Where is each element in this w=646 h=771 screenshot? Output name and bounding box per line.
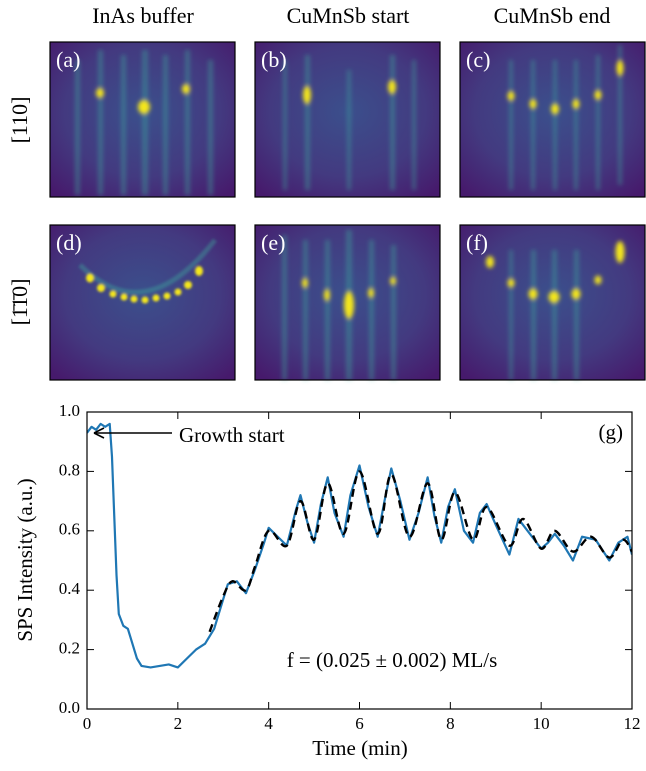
rheed-image: (a) — [49, 41, 236, 198]
axes-frame — [86, 411, 633, 710]
x-axis-label: Time (min) — [312, 736, 407, 760]
panel-label: (d) — [56, 230, 82, 255]
column-title: CuMnSb start — [287, 3, 410, 28]
panel-label: (c) — [466, 47, 490, 72]
rheed-image: (b) — [254, 41, 441, 198]
x-tick-label: 4 — [264, 714, 273, 733]
row-label: [110] — [7, 97, 32, 144]
panel-label: (a) — [56, 47, 80, 72]
data-line — [208, 470, 632, 633]
column-title: CuMnSb end — [494, 3, 611, 28]
annotation: Growth start — [179, 423, 285, 447]
rheed-image: (f) — [459, 224, 646, 381]
x-tick-label: 10 — [533, 714, 550, 733]
line-chart: 0 2 4 6 8 10 12 0.0 0.2 0.4 0.6 0.8 1.0 — [59, 401, 641, 733]
data-line — [87, 422, 632, 669]
y-tick-label: 0.8 — [59, 460, 80, 479]
x-tick-label: 6 — [355, 714, 364, 733]
rheed-image: (e) — [254, 224, 441, 381]
annotation: f = (0.025 ± 0.002) ML/s — [287, 648, 498, 672]
row-label: [1̄1̄0] — [7, 279, 32, 326]
y-tick-label: 0.6 — [59, 520, 80, 539]
x-tick-label: 0 — [83, 714, 92, 733]
column-title: InAs buffer — [92, 3, 194, 28]
x-tick-label: 8 — [446, 714, 455, 733]
y-tick-label: 0.4 — [59, 579, 81, 598]
y-tick-label: 1.0 — [59, 401, 80, 420]
panel-label: (b) — [261, 47, 287, 72]
rheed-image: (d) — [49, 224, 236, 381]
y-tick-label: 0.2 — [59, 639, 80, 658]
y-tick-label: 0.0 — [59, 698, 80, 717]
y-axis-label: SPS Intensity (a.u.) — [13, 478, 37, 641]
panel-label: (g) — [599, 420, 624, 444]
panel-label: (f) — [466, 230, 488, 255]
arrow-head — [93, 427, 105, 439]
panel-label: (e) — [261, 230, 285, 255]
x-tick-label: 2 — [174, 714, 183, 733]
rheed-image: (c) — [459, 41, 646, 198]
x-tick-label: 12 — [624, 714, 641, 733]
